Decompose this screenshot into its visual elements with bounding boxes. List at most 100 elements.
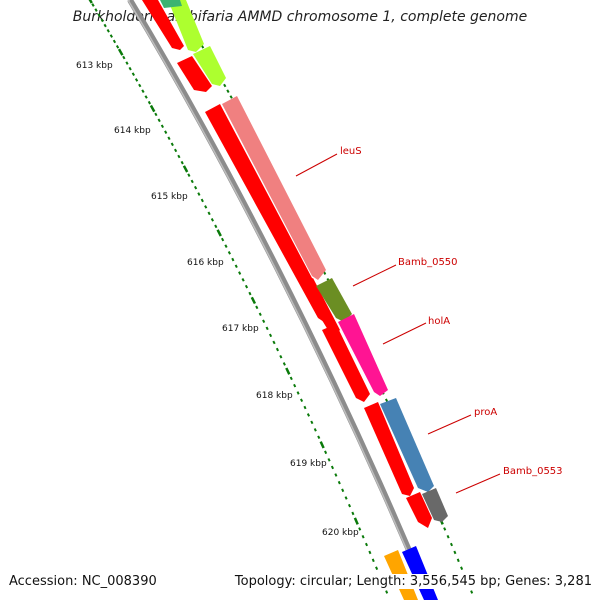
gene-feature-proA[interactable] [380,398,434,492]
ruler-minor-tick [100,18,104,23]
kbp-labels: 613 kbp 614 kbp 615 kbp 616 kbp 617 kbp … [76,61,359,538]
ruler-minor-tick [207,211,211,216]
cds-feature[interactable] [300,278,340,336]
ruler-minor-tick [226,89,230,93]
ruler-minor-tick [341,488,345,493]
ruler-major-tick [353,517,359,525]
ruler-minor-tick [138,83,142,88]
gene-label[interactable]: leuS [340,146,362,157]
gene-feature-yellowgreen[interactable] [168,0,204,52]
ruler-major-tick [88,0,93,4]
chromosome-backbone [127,0,433,600]
tick-label: 615 kbp [151,192,188,202]
ruler-minor-tick [210,218,214,222]
tick-label: 620 kbp [322,528,359,538]
ruler-major-tick [285,367,291,375]
gene-feature-yellowgreen[interactable] [193,46,226,86]
ruler-minor-tick [330,465,335,470]
gene-label[interactable]: proA [474,407,497,418]
ruler-minor-tick [134,78,139,82]
ruler-minor-tick [248,291,252,296]
ruler-minor-tick [453,550,457,555]
ruler-minor-tick [204,205,208,209]
ruler-minor-tick [375,566,379,570]
ruler-minor-tick [244,284,249,289]
ruler-minor-tick [470,590,474,594]
ruler-minor-tick [128,66,132,71]
ruler-minor-tick [170,142,174,147]
gene-feature-green-top[interactable] [160,0,182,8]
ruler-minor-tick [258,312,262,317]
ruler-minor-tick [368,550,372,555]
gene-label[interactable]: Bamb_0553 [503,466,563,477]
ruler-minor-tick [125,61,129,65]
cds-feature[interactable] [406,492,432,528]
ruler-minor-tick [190,179,194,184]
ruler-minor-tick [174,148,178,153]
ruler-major-tick [319,441,325,449]
ruler-minor-tick [106,29,110,33]
ruler-minor-tick [231,257,235,262]
tick-label: 618 kbp [256,391,293,401]
ruler-minor-tick [255,305,259,310]
tick-label: 613 kbp [76,61,113,71]
ruler-minor-tick [443,527,447,531]
leader-line [352,264,397,287]
ruler-minor-tick [306,413,311,417]
ruler-minor-tick [279,354,283,359]
ruler-minor-tick [157,118,161,123]
ruler-minor-tick [167,136,171,141]
ruler-minor-tick [214,224,218,229]
cds-feature[interactable] [364,402,414,496]
gene-feature-leuS[interactable] [222,96,326,280]
ruler-minor-tick [221,237,225,242]
ruler-minor-tick [299,398,304,403]
ruler-minor-tick [337,480,341,485]
ruler-minor-tick [347,503,352,508]
tick-label: 619 kbp [290,459,327,469]
ruler-minor-tick [229,95,233,99]
ruler-minor-tick [91,3,95,7]
cds-feature[interactable] [177,56,212,92]
gene-feature-Bamb_0553[interactable] [422,488,448,522]
ruler-minor-tick [371,558,375,563]
gene-label-leaders [295,153,501,494]
ruler-minor-tick [177,154,181,159]
ruler-minor-tick [344,496,348,500]
tick-label: 614 kbp [114,126,151,136]
ruler-major-tick [250,296,257,305]
ruler-minor-tick [296,391,300,395]
ruler-minor-tick [224,244,228,248]
ruler-minor-tick [154,112,158,117]
ruler-minor-tick [334,473,338,477]
ruler-minor-tick [384,398,389,403]
ruler-minor-tick [327,458,331,462]
ruler-minor-tick [234,264,238,269]
cds-track [142,0,432,600]
ruler-minor-tick [317,435,321,440]
ruler-minor-tick [122,55,126,60]
gene-feature-holA[interactable] [338,314,388,396]
cds-feature[interactable] [142,0,184,50]
gene-label[interactable]: Bamb_0550 [398,257,458,268]
ruler-minor-tick [160,124,164,129]
ruler-minor-tick [94,8,98,12]
cds-feature[interactable] [205,104,330,322]
gene-label[interactable]: holA [428,316,450,327]
cds-feature[interactable] [322,324,370,402]
ruler-minor-tick [141,89,145,93]
ruler-minor-tick [358,527,362,531]
ruler-minor-tick [112,39,117,44]
leader-line [455,473,501,494]
gene-feature-Bamb_0550[interactable] [316,278,352,322]
gene-labels: leuS Bamb_0550 holA proA Bamb_0553 [340,146,563,477]
ruler-minor-tick [180,160,184,165]
leader-line [295,153,338,177]
ruler-minor-tick [310,420,314,425]
ruler-minor-tick [456,558,460,563]
ruler-minor-tick [147,100,151,105]
ruler-minor-tick [223,83,227,88]
ruler-minor-tick [200,198,204,203]
